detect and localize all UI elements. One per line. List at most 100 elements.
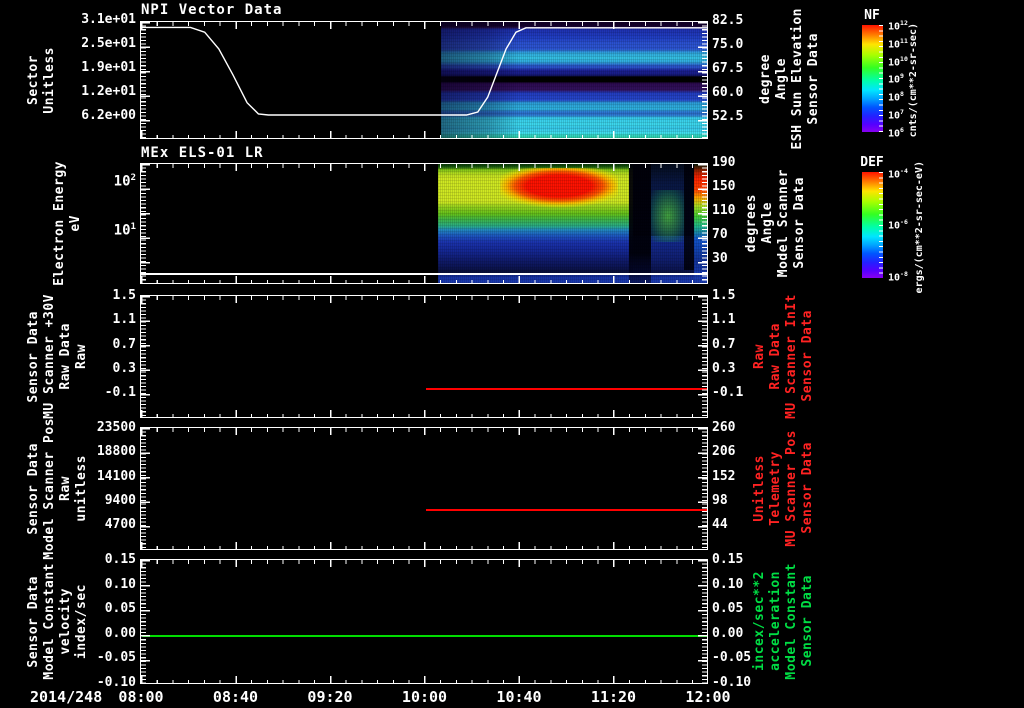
tick-label: 9400 (104, 492, 136, 508)
axis-label-line: Model Scanner (776, 168, 791, 278)
panel-npi-vector (140, 21, 708, 139)
x-axis-ticks: 08:00 08:40 09:20 10:00 10:40 11:20 12:00 (114, 688, 735, 706)
colorbar-nf-ticks: 1012 1011 1010 109 108 107 106 (888, 18, 922, 139)
npi-spectrogram (441, 22, 707, 138)
tick-label: 23500 (96, 420, 136, 435)
axis-label-line: Electron Energy (52, 161, 67, 286)
panel5-right-axis-label: Sensor Data Model Constant acceleration inc… (752, 556, 815, 686)
axis-label-line: Sensor Data (26, 442, 41, 535)
panel1-right-axis-label: Sensor Data ESH Sun Elevation Angle degree (758, 8, 821, 150)
tick-label: 6.2e+00 (81, 108, 136, 123)
tick-label: 2.5e+01 (81, 36, 136, 51)
panel4-right-ticks: 260 206 152 98 44 (712, 421, 756, 532)
panel-scanner-pos (140, 427, 708, 550)
tick-label: 1.2e+01 (81, 84, 136, 99)
panel-model-constant (140, 559, 708, 684)
tick-label: 10-6 (888, 218, 908, 232)
tick-label: 0.10 (712, 576, 744, 592)
tick-label: 1.1 (112, 312, 136, 328)
tick-label: 206 (712, 444, 736, 460)
els-spectrogram-noise (438, 164, 707, 283)
tick-label: 12:00 (685, 688, 731, 706)
axis-label-line: Sensor Data (800, 310, 815, 402)
tick-label: -0.10 (712, 674, 752, 690)
tick-label: 3.1e+01 (81, 12, 136, 27)
tick-label: 52.5 (712, 109, 744, 124)
colorbar-def-gradient (862, 172, 883, 278)
tick-label: 1.5 (112, 288, 136, 303)
velocity-line (142, 635, 707, 637)
colorbar-nf-title: NF (864, 8, 880, 23)
tick-label: 0.15 (712, 552, 744, 567)
axis-label-line: acceleration (768, 571, 783, 671)
tick-label: 1011 (888, 36, 908, 51)
tick-label: 44 (712, 517, 728, 532)
tick-label: 10:00 (401, 688, 448, 706)
els-spectrogram-hot-core (500, 168, 618, 208)
els-spectrogram-gap1 (629, 164, 651, 283)
tick-label: 60.0 (712, 85, 744, 100)
els-spectrogram (438, 164, 707, 283)
panel1-title: NPI Vector Data (141, 2, 283, 18)
axis-label-line: Raw (74, 344, 89, 369)
axis-label-line: MU Scanner Pos (784, 429, 799, 547)
tick-label: 4700 (104, 517, 136, 532)
tick-label: 1.5 (712, 288, 736, 303)
sector-curve (141, 26, 707, 116)
panel3-right-ticks: 1.5 1.1 0.7 0.3 -0.1 (712, 289, 756, 400)
tick-label: 0.05 (712, 601, 744, 617)
panel1-left-ticks: 3.1e+01 2.5e+01 1.9e+01 1.2e+01 6.2e+00 (50, 13, 136, 123)
mu-scanner-raw-line (426, 388, 707, 390)
colorbar-def-unit-text: ergs/(cm**2-sr-sec-eV) (914, 160, 925, 294)
axis-label-line: Angle (774, 58, 789, 100)
tick-label: 107 (888, 107, 904, 122)
tick-label: 09:20 (307, 688, 353, 706)
tick-label: 10-4 (888, 167, 908, 181)
tick-label: -0.10 (96, 674, 136, 690)
axis-label-line: degree (758, 54, 773, 104)
tick-label: 0.10 (104, 576, 136, 592)
tick-label: 67.5 (712, 61, 744, 76)
axis-label-line: eV (68, 215, 83, 232)
axis-label-line: velocity (58, 588, 73, 655)
axis-label-line: ESH Sun Elevation (790, 8, 805, 150)
tick-label: 110 (712, 203, 736, 218)
els-spectrogram-green-patch (651, 190, 685, 242)
panel5-left-axis-label: Sensor Data Model Constant velocity index/s… (26, 559, 89, 684)
tick-label: 18800 (96, 444, 136, 460)
tick-label: 0.7 (712, 336, 736, 352)
tick-label: 109 (888, 72, 904, 86)
panel2-right-axis-label: Sensor Data Model Scanner Angle degrees (744, 160, 807, 286)
axis-label-line: degrees (744, 193, 759, 253)
tick-label: 0.7 (112, 336, 136, 352)
axis-label-line: Sector (26, 55, 41, 105)
els-spectrogram-gap2 (684, 164, 695, 270)
axis-label-line: Raw Data (768, 322, 783, 390)
panel2-left-axis-label: Electron Energy eV (52, 161, 83, 286)
panel2-title: MEx ELS-01 LR (141, 145, 264, 161)
tick-label: -0.1 (104, 385, 136, 400)
tick-label: 0.00 (104, 625, 136, 641)
panel4-right-axis-label: Sensor Data MU Scanner Pos Telemetry Unitle… (752, 424, 815, 552)
tick-label: 0.3 (112, 360, 136, 376)
tick-label: 98 (712, 492, 728, 508)
x-axis-date: 2014/248 (30, 688, 103, 706)
axis-label-line: Model Constant (784, 562, 799, 680)
tick-label: 0.3 (712, 360, 736, 376)
tick-label: 75.0 (712, 37, 744, 52)
panel-mu-scanner-30v (140, 295, 708, 418)
panel2-right-ticks: 190 150 110 70 30 (712, 156, 756, 266)
axis-label-line: Sensor Data (806, 33, 821, 125)
tick-label: 0.00 (712, 625, 744, 641)
axis-label-line: Sensor Data (800, 442, 815, 534)
tick-label: 102 (113, 173, 136, 190)
tick-label: 1010 (888, 54, 908, 68)
panel5-right-ticks: 0.15 0.10 0.05 0.00 -0.05 -0.10 (712, 553, 756, 690)
colorbar-nf-gradient (862, 25, 883, 132)
tick-label: 260 (712, 420, 736, 435)
axis-label-line: Raw Data (58, 323, 73, 390)
tick-label: 82.5 (712, 13, 744, 28)
colorbar-nf-unit-text: cnts/(cm**2-sr-sec) (908, 22, 919, 138)
tick-label: 0.15 (104, 552, 136, 567)
panel3-left-ticks: 1.5 1.1 0.7 0.3 -0.1 (96, 289, 136, 400)
